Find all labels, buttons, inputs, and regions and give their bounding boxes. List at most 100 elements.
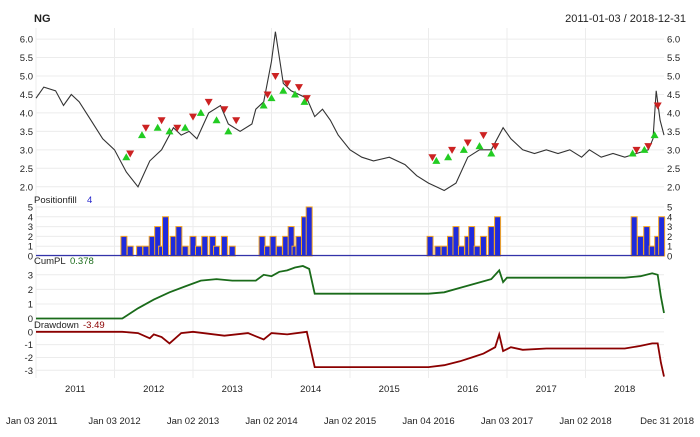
date-tick-label: Dec 31 2018	[640, 416, 694, 427]
cumpl-panel-last-value: 0.378	[70, 256, 94, 267]
position-bar	[426, 235, 434, 257]
position-bar	[162, 216, 170, 257]
buy-marker	[291, 90, 300, 98]
sell-marker	[463, 139, 472, 147]
price-tick-label-right: 3.0	[667, 145, 680, 156]
price-tick-label-right: 4.0	[667, 108, 680, 119]
year-label: 2011	[65, 384, 85, 395]
chart-symbol: NG	[34, 13, 51, 25]
sell-marker	[653, 102, 662, 110]
position-bar	[479, 235, 487, 257]
price-tick-label: 2.5	[20, 164, 33, 175]
position-bar	[181, 245, 189, 257]
sell-marker	[173, 124, 182, 132]
position-bar	[636, 235, 644, 257]
cumpl-panel: CumPL 0.378 0 1 2 3	[28, 256, 665, 325]
buy-marker	[181, 123, 190, 131]
sell-marker	[141, 124, 150, 132]
sell-marker	[263, 91, 272, 99]
drawdown-tick-label: -1	[25, 340, 33, 351]
price-tick-label: 2.0	[20, 182, 33, 193]
year-label: 2015	[379, 384, 400, 395]
sell-marker	[283, 80, 292, 88]
position-bar	[120, 235, 128, 257]
buy-marker	[640, 145, 649, 153]
buy-marker	[259, 101, 268, 109]
date-tick-label: Jan 03 2011	[6, 416, 58, 427]
date-tick-label: Jan 02 2014	[245, 416, 297, 427]
position-bar	[473, 245, 481, 257]
buy-marker	[459, 145, 468, 153]
price-tick-label-right: 2.5	[667, 164, 680, 175]
price-tick-label: 4.5	[20, 90, 33, 101]
position-bar	[494, 216, 502, 257]
position-bar	[305, 206, 313, 257]
position-bar	[269, 235, 277, 257]
position-bar	[220, 235, 228, 257]
date-tick-label: Jan 02 2015	[324, 416, 376, 427]
position-bar	[440, 245, 448, 257]
position-tick-label: 5	[28, 202, 33, 213]
price-panel: NG 2011-01-03 / 2018-12-31 2.0 2.0 2.5 2.5 3…	[20, 13, 686, 193]
position-bar	[201, 235, 209, 257]
position-tick-label-right: 0	[667, 252, 672, 263]
position-tick-label: 1	[28, 242, 33, 253]
cumpl-line-series	[36, 265, 665, 320]
sell-marker	[448, 146, 457, 154]
price-tick-label: 3.5	[20, 127, 33, 138]
sell-marker	[644, 143, 653, 151]
price-tick-label-right: 5.0	[667, 72, 680, 83]
date-tick-label: Jan 03 2012	[88, 416, 140, 427]
cumpl-tick-label: 3	[28, 270, 33, 281]
position-tick-label: 2	[28, 232, 33, 243]
drawdown-panel-label: Drawdown	[34, 320, 79, 331]
position-bar	[275, 245, 283, 257]
buy-marker	[444, 153, 453, 161]
price-tick-label: 6.0	[20, 35, 33, 46]
position-tick-label-right: 3	[667, 222, 672, 233]
sell-marker	[204, 98, 213, 106]
buy-marker	[196, 108, 205, 116]
position-tick-label: 4	[28, 212, 33, 223]
position-bar	[487, 226, 495, 257]
year-label: 2013	[222, 384, 243, 395]
position-bar	[194, 245, 202, 257]
sell-marker	[479, 132, 488, 140]
position-tick-label-right: 5	[667, 202, 672, 213]
position-bar	[213, 245, 221, 257]
position-panel-label: Positionfill	[34, 195, 77, 206]
position-bar	[136, 245, 144, 257]
year-label: 2018	[614, 384, 635, 395]
cumpl-tick-label: 1	[28, 299, 33, 310]
position-tick-label: 0	[28, 252, 33, 263]
date-tick-label: Jan 03 2017	[481, 416, 533, 427]
buy-marker	[487, 149, 496, 157]
sell-marker	[428, 154, 437, 162]
position-bar	[658, 216, 666, 257]
price-tick-label-right: 6.0	[667, 35, 680, 46]
year-label: 2014	[300, 384, 321, 395]
buy-marker	[475, 142, 484, 150]
buy-marker	[122, 153, 131, 161]
position-bar	[630, 216, 638, 257]
buy-marker	[650, 131, 659, 139]
position-tick-label-right: 4	[667, 212, 672, 223]
sell-marker	[491, 143, 500, 151]
time-axis: 2011 2012 2013 2014 2015 2016 2017 2018 Jan 03 2…	[6, 384, 694, 427]
position-panel: Positionfill 4 0 01 12 23 34 45 5	[28, 195, 673, 263]
buy-marker	[628, 149, 637, 157]
position-panel-last-value: 4	[87, 195, 92, 206]
buy-marker	[432, 156, 441, 164]
price-tick-label-right: 2.0	[667, 182, 680, 193]
buy-marker	[153, 123, 162, 131]
cumpl-tick-label: 2	[28, 285, 33, 296]
position-bar	[142, 245, 150, 257]
date-tick-label: Jan 04 2016	[402, 416, 454, 427]
year-label: 2012	[143, 384, 164, 395]
position-bar	[228, 245, 236, 257]
trade-markers	[122, 73, 662, 164]
sell-marker	[271, 73, 280, 80]
price-tick-label: 5.5	[20, 53, 33, 64]
position-bar	[434, 245, 442, 257]
